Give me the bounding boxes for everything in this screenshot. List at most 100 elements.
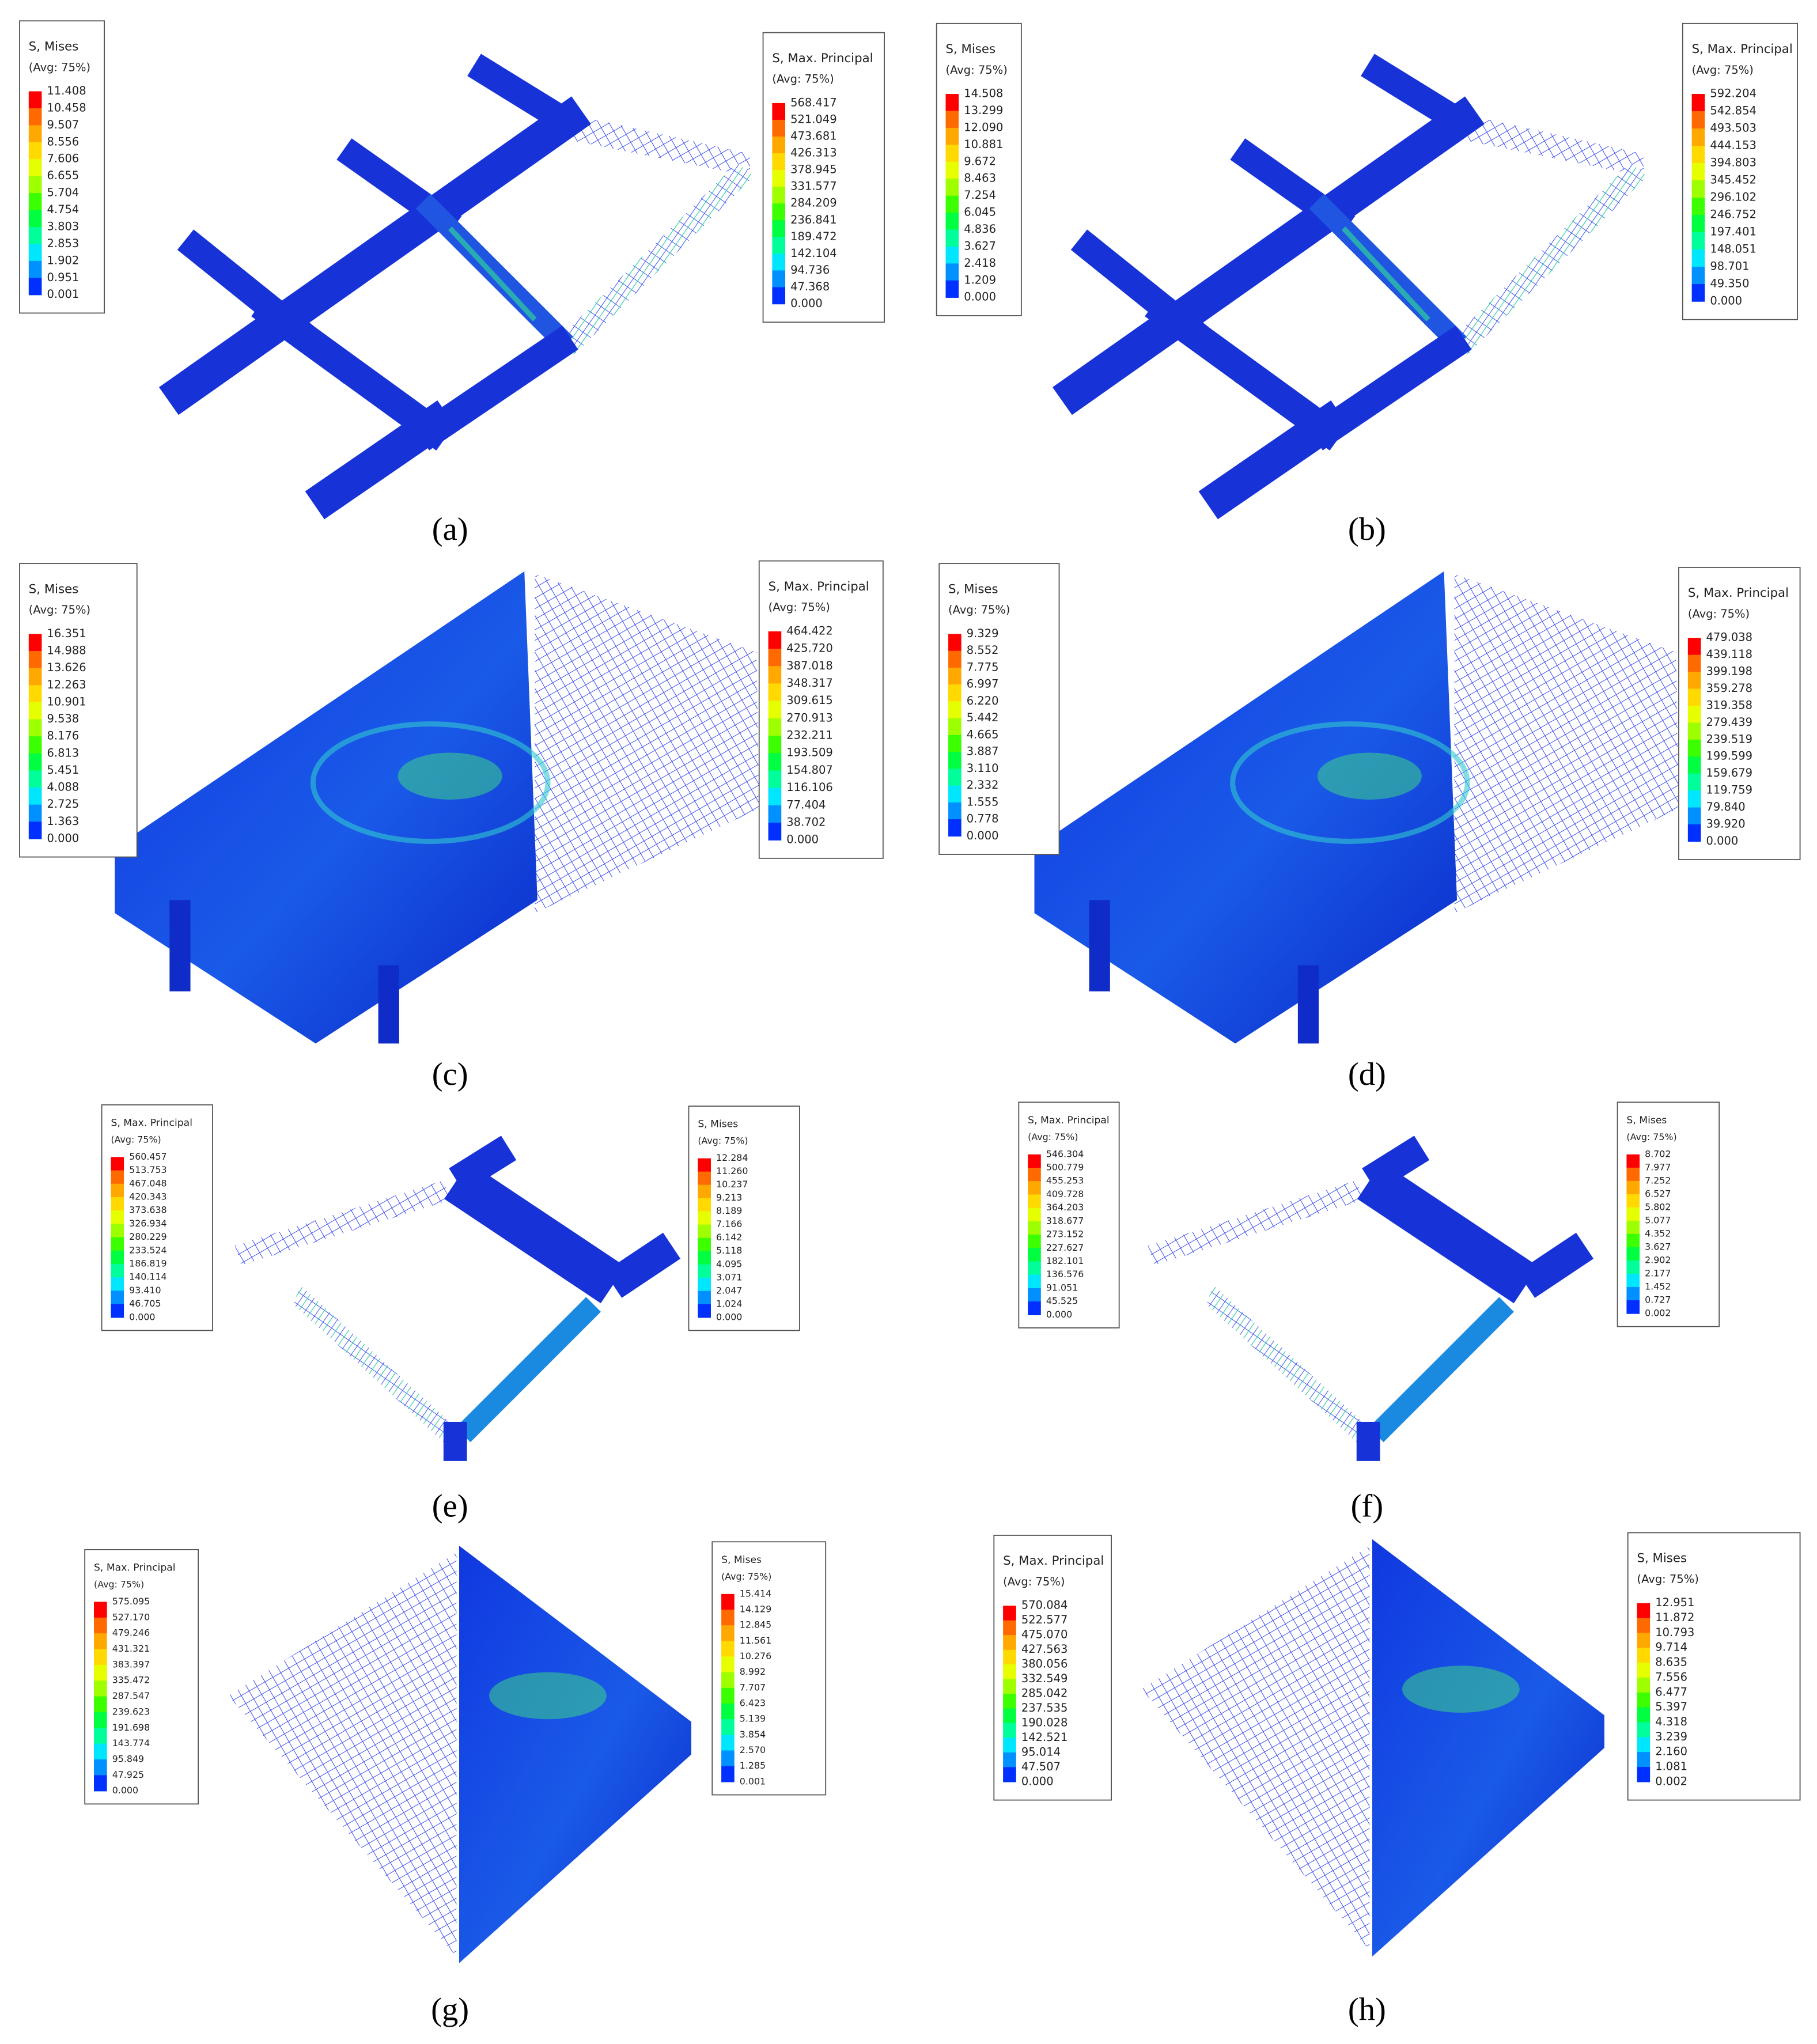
color-band [28, 719, 42, 737]
legend-value: 7.606 [47, 152, 80, 165]
color-band [948, 650, 962, 668]
legend-value: 522.577 [1021, 1613, 1068, 1626]
color-band [1626, 1180, 1640, 1195]
legend-value: 0.002 [1645, 1308, 1671, 1319]
legend-title: S, Mises [29, 40, 79, 54]
legend-value: 14.988 [47, 644, 86, 657]
color-band [1687, 790, 1701, 808]
color-band [1003, 1606, 1016, 1621]
panel-label: (c) [432, 1057, 468, 1092]
legend-value: 3.803 [47, 219, 80, 233]
color-band [768, 701, 782, 719]
legend-value: 7.775 [967, 660, 999, 673]
color-band [1691, 284, 1705, 302]
legend-value: 1.024 [716, 1298, 742, 1309]
color-band [94, 1602, 107, 1618]
legend-title: S, Mises [1626, 1115, 1667, 1126]
legend-value: 0.951 [47, 271, 80, 284]
color-band [698, 1158, 711, 1172]
legend-value: 11.872 [1655, 1611, 1694, 1624]
color-band [94, 1743, 107, 1760]
color-band [768, 788, 782, 806]
color-band [772, 220, 786, 238]
color-band [28, 278, 42, 296]
legend-value: 46.705 [129, 1298, 161, 1309]
legend-value: 439.118 [1706, 648, 1753, 661]
color-band [1687, 824, 1701, 842]
legend: S, Mises (Avg: 75%) 16.351 14.988 13.626 12.2… [19, 563, 138, 858]
color-band [698, 1264, 711, 1278]
legend-value: 373.638 [129, 1205, 166, 1216]
color-band [94, 1680, 107, 1697]
legend-value: 11.408 [47, 84, 86, 97]
legend-value: 409.728 [1046, 1188, 1084, 1199]
color-band [945, 195, 959, 213]
legend-value: 546.304 [1046, 1148, 1084, 1159]
color-band [768, 631, 782, 649]
legend-value: 0.000 [790, 297, 823, 310]
color-band [772, 253, 786, 271]
legend-value: 0.000 [1046, 1309, 1072, 1320]
color-band [1626, 1300, 1640, 1314]
legend-subtitle: (Avg: 75%) [721, 1571, 771, 1582]
legend-value: 7.707 [740, 1682, 766, 1693]
legend-value: 8.702 [1645, 1148, 1671, 1159]
legend-value: 473.681 [790, 130, 837, 143]
legend-value: 186.819 [129, 1258, 166, 1269]
legend-value: 236.841 [790, 213, 837, 226]
legend-value: 15.414 [740, 1588, 771, 1599]
color-band [1028, 1154, 1041, 1168]
color-band [1028, 1168, 1041, 1182]
legend-value: 14.508 [964, 87, 1003, 100]
legend-value: 280.229 [129, 1231, 166, 1242]
panel-label: (e) [432, 1489, 468, 1524]
legend-value: 2.853 [47, 237, 80, 250]
color-band [1687, 773, 1701, 791]
legend-value: 0.000 [112, 1785, 138, 1796]
color-band [1687, 739, 1701, 757]
legend-value: 77.404 [786, 798, 826, 811]
color-band [1691, 249, 1705, 267]
legend-value: 5.397 [1655, 1700, 1687, 1713]
legend-value: 542.854 [1710, 104, 1757, 118]
legend-value: 1.363 [47, 815, 80, 828]
legend-subtitle: (Avg: 75%) [946, 63, 1008, 77]
color-band [698, 1171, 711, 1186]
legend-value: 479.246 [112, 1627, 150, 1638]
legend-subtitle: (Avg: 75%) [1028, 1131, 1078, 1142]
color-band [1637, 1677, 1651, 1693]
legend-value: 10.458 [47, 101, 86, 114]
color-band [721, 1625, 735, 1642]
color-band [768, 822, 782, 841]
legend-value: 38.702 [786, 815, 826, 828]
color-band [1003, 1649, 1016, 1665]
legend-value: 1.902 [47, 253, 80, 267]
color-band [948, 718, 962, 736]
color-band [721, 1735, 735, 1751]
color-band [28, 634, 42, 652]
color-band [1626, 1233, 1640, 1248]
legend-value: 287.547 [112, 1690, 150, 1701]
color-band [721, 1704, 735, 1720]
legend-value: 2.902 [1645, 1254, 1671, 1265]
legend-value: 318.677 [1046, 1215, 1084, 1226]
color-band [1028, 1288, 1041, 1302]
color-band [948, 701, 962, 719]
color-band [772, 170, 786, 187]
legend-value: 10.793 [1655, 1626, 1694, 1639]
legend-value: 513.753 [129, 1164, 166, 1175]
legend-value: 10.901 [47, 695, 86, 708]
legend-value: 4.352 [1645, 1228, 1671, 1239]
legend-value: 2.047 [716, 1285, 742, 1296]
legend-value: 560.457 [129, 1151, 166, 1162]
legend-value: 364.203 [1046, 1202, 1084, 1213]
color-band [945, 246, 959, 264]
color-band [111, 1224, 124, 1238]
color-band [1691, 215, 1705, 233]
legend-value: 93.410 [129, 1285, 161, 1296]
legend-value: 8.176 [47, 729, 80, 743]
legend-value: 239.623 [112, 1706, 150, 1717]
legend-value: 279.439 [1706, 716, 1753, 729]
legend-value: 0.778 [967, 812, 999, 826]
